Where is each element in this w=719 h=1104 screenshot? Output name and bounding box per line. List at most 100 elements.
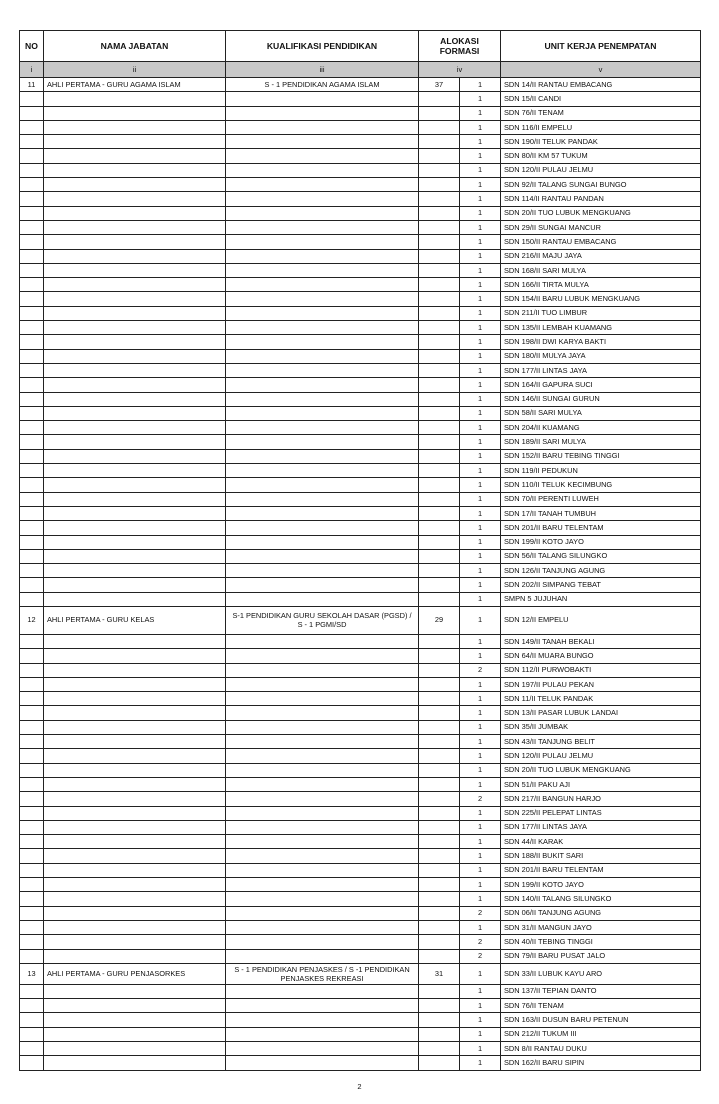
kualifikasi-cell [225, 676, 419, 693]
unit-kerja-cell: SDN 126/II TANJUNG AGUNG [500, 563, 701, 579]
alokasi-total-cell [418, 505, 460, 522]
nama-jabatan-cell [43, 848, 226, 864]
no-cell [19, 491, 44, 507]
alokasi-total-cell [418, 348, 460, 364]
alokasi-total-cell [418, 405, 460, 422]
unit-kerja-cell: SDN 8/II RANTAU DUKU [500, 1040, 701, 1057]
kualifikasi-cell [225, 134, 419, 150]
kualifikasi-cell: S - 1 PENDIDIKAN AGAMA ISLAM [225, 76, 419, 93]
nama-jabatan-cell [43, 262, 226, 279]
alokasi-count-cell: 1 [459, 983, 501, 1000]
alokasi-count-cell: 1 [459, 205, 501, 221]
table-row: 1 SDN 35/II JUMBAK [19, 719, 701, 736]
no-cell [19, 205, 44, 221]
table-row: 1 SDN 180/II MULYA JAYA [19, 348, 701, 364]
table-row: 1 SDN 58/II SARI MULYA [19, 405, 701, 422]
table-row: 1 SDN 168/II SARI MULYA [19, 262, 701, 279]
unit-kerja-cell: SDN 166/II TIRTA MULYA [500, 277, 701, 293]
no-cell [19, 577, 44, 593]
kualifikasi-cell [225, 648, 419, 664]
no-cell [19, 791, 44, 807]
kualifikasi-cell [225, 105, 419, 121]
unit-kerja-cell: SDN 13/II PASAR LUBUK LANDAI [500, 705, 701, 721]
unit-kerja-cell: SDN 168/II SARI MULYA [500, 262, 701, 279]
kualifikasi-cell [225, 919, 419, 936]
no-cell [19, 877, 44, 893]
unit-kerja-cell: SDN 11/II TELUK PANDAK [500, 691, 701, 707]
kualifikasi-cell [225, 577, 419, 593]
alokasi-total-cell [418, 776, 460, 793]
nama-jabatan-cell [43, 162, 226, 179]
no-cell [19, 477, 44, 493]
table-row: 1 SDN 163/II DUSUN BARU PETENUN [19, 1012, 701, 1028]
alokasi-total-cell [418, 905, 460, 921]
alokasi-total-cell [418, 577, 460, 593]
alokasi-total-cell [418, 1012, 460, 1028]
kualifikasi-cell [225, 934, 419, 950]
no-cell [19, 405, 44, 422]
nama-jabatan-cell [43, 205, 226, 221]
no-cell [19, 563, 44, 579]
table-row: 1 SDN 20/II TUO LUBUK MENGKUANG [19, 205, 701, 221]
table-row: 2 SDN 112/II PURWOBAKTI [19, 662, 701, 678]
nama-jabatan-cell [43, 105, 226, 121]
alokasi-count-cell: 1 [459, 76, 501, 93]
table-row: 1 SDN 8/II RANTAU DUKU [19, 1040, 701, 1057]
unit-kerja-cell: SDN 204/II KUAMANG [500, 420, 701, 436]
table-row: 1 SDN 110/II TELUK KECIMBUNG [19, 477, 701, 493]
unit-kerja-cell: SDN 198/II DWI KARYA BAKTI [500, 334, 701, 350]
no-cell [19, 434, 44, 450]
nama-jabatan-cell [43, 348, 226, 364]
table-row: 1 SDN 190/II TELUK PANDAK [19, 134, 701, 150]
kualifikasi-cell [225, 491, 419, 507]
alokasi-total-cell [418, 277, 460, 293]
unit-kerja-cell: SDN 70/II PERENTI LUWEH [500, 491, 701, 507]
no-cell [19, 348, 44, 364]
nama-jabatan-cell [43, 983, 226, 1000]
table-row: 1 SDN 51/II PAKU AJI [19, 776, 701, 793]
alokasi-count-cell: 1 [459, 762, 501, 778]
kualifikasi-cell [225, 948, 419, 964]
kualifikasi-cell [225, 248, 419, 264]
alokasi-total-cell [418, 1040, 460, 1057]
alokasi-total-cell [418, 491, 460, 507]
no-cell [19, 719, 44, 736]
unit-kerja-cell: SDN 12/II EMPELU [500, 605, 701, 635]
alokasi-count-cell: 1 [459, 434, 501, 450]
no-cell [19, 520, 44, 536]
nama-jabatan-cell [43, 762, 226, 778]
unit-kerja-cell: SDN 202/II SIMPANG TEBAT [500, 577, 701, 593]
no-cell [19, 548, 44, 565]
table-row: 1 SDN 197/II PULAU PEKAN [19, 676, 701, 693]
no-cell [19, 919, 44, 936]
nama-jabatan-cell [43, 248, 226, 264]
table-row: 1 SDN 201/II BARU TELENTAM [19, 862, 701, 879]
unit-kerja-cell: SDN 190/II TELUK PANDAK [500, 134, 701, 150]
roman-ii: ii [43, 61, 226, 78]
nama-jabatan-cell [43, 919, 226, 936]
table-row: 1 SDN 76/II TENAM [19, 998, 701, 1014]
alokasi-count-cell: 1 [459, 477, 501, 493]
no-cell [19, 762, 44, 778]
kualifikasi-cell [225, 791, 419, 807]
no-cell [19, 983, 44, 1000]
nama-jabatan-cell [43, 862, 226, 879]
no-cell [19, 420, 44, 436]
header-nama-jabatan: NAMA JABATAN [43, 30, 226, 62]
kualifikasi-cell [225, 1026, 419, 1043]
alokasi-count-cell: 1 [459, 91, 501, 107]
unit-kerja-cell: SDN 58/II SARI MULYA [500, 405, 701, 422]
alokasi-total-cell [418, 420, 460, 436]
table-row: 1 SDN 166/II TIRTA MULYA [19, 277, 701, 293]
table-row: 1 SDN 11/II TELUK PANDAK [19, 691, 701, 707]
kualifikasi-cell [225, 448, 419, 465]
roman-numeral-row: i ii iii iv v [19, 61, 701, 78]
kualifikasi-cell [225, 148, 419, 164]
alokasi-count-cell: 1 [459, 719, 501, 736]
nama-jabatan-cell [43, 905, 226, 921]
nama-jabatan-cell [43, 705, 226, 721]
unit-kerja-cell: SDN 119/II PEDUKUN [500, 463, 701, 479]
nama-jabatan-cell [43, 520, 226, 536]
kualifikasi-cell [225, 776, 419, 793]
alokasi-total-cell [418, 662, 460, 678]
